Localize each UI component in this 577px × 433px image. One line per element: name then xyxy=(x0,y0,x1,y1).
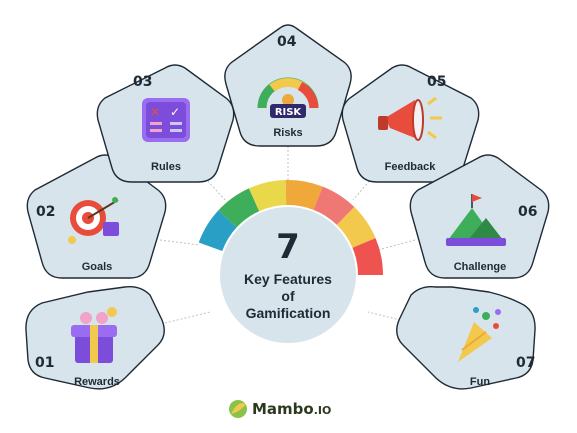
gift-box-icon xyxy=(71,307,117,363)
feature-label: Risks xyxy=(273,127,302,139)
feature-number: 06 xyxy=(518,204,537,220)
feature-goals: 02 Goals xyxy=(26,154,167,279)
feature-number: 04 xyxy=(277,34,297,50)
feature-feedback: 05 Feedback xyxy=(341,64,480,183)
feature-fun: 07 Fun xyxy=(396,285,536,390)
center-line3: Gamification xyxy=(246,305,331,321)
logo-brand: Mambo.IO xyxy=(252,400,331,418)
mambo-logo: Mambo.IO xyxy=(229,400,331,418)
checklist-icon: ✕ ✓ xyxy=(142,98,190,142)
megaphone-icon xyxy=(378,96,442,141)
arc-segment-6 xyxy=(336,206,376,248)
mambo-logo-icon xyxy=(229,400,247,418)
feature-number: 03 xyxy=(133,74,152,90)
arc-segment-1 xyxy=(198,210,237,252)
center-arc xyxy=(198,180,383,275)
svg-text:✓: ✓ xyxy=(170,105,180,119)
center-line2: of xyxy=(281,288,295,304)
feature-challenge: 06 Challenge xyxy=(409,154,550,279)
feature-number: 05 xyxy=(427,74,446,90)
center-circle xyxy=(220,207,356,343)
feature-label: Fun xyxy=(470,376,490,388)
arc-segment-5 xyxy=(313,186,355,225)
feature-rules: ✕ ✓ 03 Rules xyxy=(96,64,235,183)
party-popper-icon xyxy=(458,307,501,362)
feature-label: Goals xyxy=(82,261,113,273)
feature-number: 07 xyxy=(516,355,535,371)
feature-label: Challenge xyxy=(454,261,507,273)
center-number: 7 xyxy=(276,227,300,267)
feature-rewards: 01 Rewards xyxy=(25,285,165,390)
feature-label: Rewards xyxy=(74,376,120,388)
center-line1: Key Features xyxy=(244,271,332,287)
mountain-flag-icon xyxy=(446,194,506,246)
arc-segment-2 xyxy=(218,188,260,228)
svg-text:RISK: RISK xyxy=(275,107,303,118)
feature-label: Rules xyxy=(151,161,181,173)
target-icon xyxy=(68,197,119,244)
feature-number: 02 xyxy=(36,204,55,220)
feature-number: 01 xyxy=(35,355,54,371)
risk-gauge-icon: RISK xyxy=(257,77,319,118)
arc-segment-7 xyxy=(352,238,383,275)
svg-text:✕: ✕ xyxy=(150,105,160,119)
feature-label: Feedback xyxy=(385,161,437,173)
arc-segment-3 xyxy=(248,180,287,212)
arc-segment-4 xyxy=(285,180,323,210)
feature-risks: RISK 04 Risks xyxy=(224,24,352,147)
